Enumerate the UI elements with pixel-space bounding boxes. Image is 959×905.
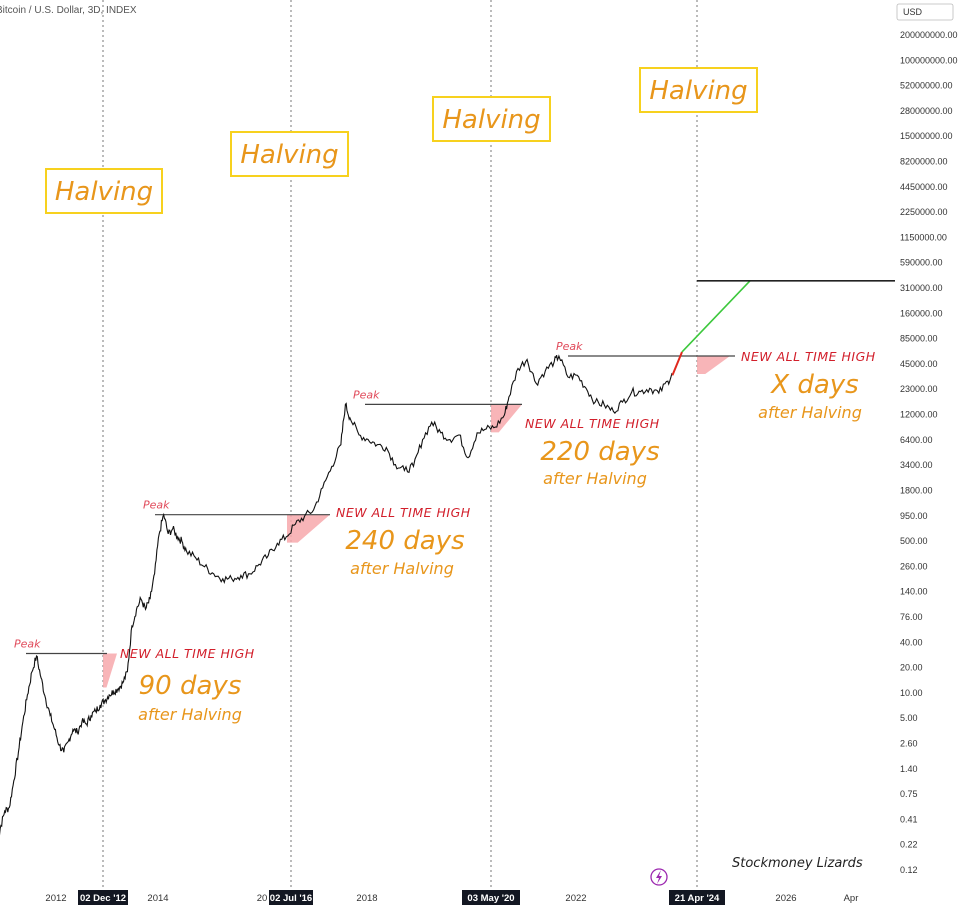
x-tick-label: 2014 bbox=[147, 893, 168, 904]
ath-shade bbox=[491, 404, 522, 433]
ath-shade bbox=[287, 514, 330, 543]
x-tick-label: 2022 bbox=[565, 893, 586, 904]
projection-green-line bbox=[681, 280, 751, 353]
y-tick-label: 200000000.00 bbox=[900, 30, 958, 40]
y-tick-label: 10.00 bbox=[900, 688, 923, 698]
y-tick-label: 1150000.00 bbox=[900, 232, 947, 242]
x-highlight-label: 02 Dec '12 bbox=[80, 893, 126, 904]
y-tick-label: 3400.00 bbox=[900, 460, 933, 470]
x-highlight-box bbox=[669, 890, 725, 905]
y-tick-label: 2250000.00 bbox=[900, 207, 948, 217]
projection-red-line bbox=[671, 351, 683, 376]
y-tick-label: 20.00 bbox=[900, 663, 923, 673]
halving-label: Halving bbox=[55, 177, 153, 207]
halving-label: Halving bbox=[240, 140, 338, 170]
y-tick-label: 85000.00 bbox=[900, 334, 938, 344]
x-highlight-box bbox=[269, 890, 313, 905]
halving-box bbox=[45, 168, 163, 214]
y-tick-label: 52000000.00 bbox=[900, 81, 953, 91]
y-tick-label: 1800.00 bbox=[900, 485, 933, 495]
y-tick-label: 0.12 bbox=[900, 865, 918, 875]
ath-label: NEW ALL TIME HIGH bbox=[525, 416, 660, 431]
btc-price-line bbox=[0, 354, 673, 836]
y-tick-label: 45000.00 bbox=[900, 359, 938, 369]
ath-shade bbox=[697, 355, 730, 374]
x-tick-label: 2012 bbox=[45, 893, 66, 904]
peak-lines bbox=[26, 355, 735, 655]
peak-label: Peak bbox=[353, 388, 380, 401]
after-halving-label: after Halving bbox=[758, 403, 862, 422]
y-tick-label: 23000.00 bbox=[900, 384, 938, 394]
y-tick-label: 8200000.00 bbox=[900, 157, 948, 167]
y-tick-label: 0.22 bbox=[900, 840, 918, 850]
days-label: X days bbox=[769, 370, 858, 400]
y-tick-labels: 200000000.00 100000000.00 52000000.00 28000… bbox=[900, 30, 958, 875]
y-tick-label: 6400.00 bbox=[900, 435, 933, 445]
y-tick-label: 4450000.00 bbox=[900, 182, 948, 192]
y-tick-label: 0.41 bbox=[900, 814, 918, 824]
halving-label: Halving bbox=[649, 76, 747, 106]
halving-box bbox=[230, 131, 349, 177]
halving-box bbox=[432, 96, 551, 142]
currency-box[interactable] bbox=[896, 3, 954, 21]
ath-label: NEW ALL TIME HIGH bbox=[336, 505, 471, 520]
y-tick-label: 76.00 bbox=[900, 612, 923, 622]
days-label: 220 days bbox=[540, 437, 659, 467]
x-highlight-label: 21 Apr '24 bbox=[675, 893, 720, 904]
y-axis: USD bbox=[896, 3, 954, 21]
y-tick-label: 310000.00 bbox=[900, 283, 943, 293]
x-tick-label: Apr bbox=[844, 893, 859, 904]
after-halving-label: after Halving bbox=[350, 559, 454, 578]
y-tick-label: 5.00 bbox=[900, 713, 918, 723]
y-tick-label: 2.60 bbox=[900, 738, 918, 748]
peak-label: Peak bbox=[556, 340, 583, 353]
after-halving-label: after Halving bbox=[138, 705, 242, 724]
x-highlight-label: 02 Jul '16 bbox=[270, 893, 312, 904]
y-tick-label: 260.00 bbox=[900, 561, 928, 571]
x-highlight-box bbox=[78, 890, 128, 905]
y-tick-label: 1.40 bbox=[900, 764, 918, 774]
y-tick-label: 160000.00 bbox=[900, 308, 943, 318]
ath-label: NEW ALL TIME HIGH bbox=[741, 349, 876, 364]
x-highlight-label: 03 May '20 bbox=[467, 893, 514, 904]
projection bbox=[671, 280, 895, 376]
y-tick-label: 12000.00 bbox=[900, 410, 938, 420]
x-tick-label: 2018 bbox=[356, 893, 377, 904]
chart-title: Bitcoin / U.S. Dollar, 3D, INDEX bbox=[0, 5, 137, 16]
after-halving-label: after Halving bbox=[543, 469, 647, 488]
y-tick-label: 140.00 bbox=[900, 587, 928, 597]
peak-label: Peak bbox=[143, 499, 170, 512]
ath-shade bbox=[103, 653, 117, 688]
currency-label: USD bbox=[903, 7, 923, 17]
x-tick-label: 2026 bbox=[775, 893, 796, 904]
halving-label: Halving bbox=[442, 105, 540, 135]
y-tick-label: 500.00 bbox=[900, 536, 928, 546]
ath-label: NEW ALL TIME HIGH bbox=[120, 646, 255, 661]
y-tick-label: 0.75 bbox=[900, 789, 918, 799]
x-tick-label: 20 bbox=[257, 893, 268, 904]
x-highlight-box bbox=[462, 890, 520, 905]
x-axis: 2012 2014 20 2018 2022 2026 Apr 02 Dec '12 02 Ju… bbox=[45, 890, 858, 905]
lightning-icon[interactable] bbox=[650, 868, 668, 886]
peak-label: Peak bbox=[14, 637, 41, 650]
y-tick-label: 15000000.00 bbox=[900, 131, 953, 141]
y-tick-label: 40.00 bbox=[900, 637, 923, 647]
halving-box bbox=[639, 67, 758, 113]
y-tick-label: 28000000.00 bbox=[900, 106, 953, 116]
y-tick-label: 950.00 bbox=[900, 511, 928, 521]
ath-shades bbox=[103, 355, 730, 688]
annotations: Peak Peak Peak Peak Halving Halving Halving Hal… bbox=[14, 67, 876, 724]
price-series bbox=[0, 354, 673, 836]
credit-text: Stockmoney Lizards bbox=[732, 856, 863, 871]
days-label: 90 days bbox=[139, 671, 242, 701]
y-tick-label: 590000.00 bbox=[900, 258, 943, 268]
y-tick-label: 100000000.00 bbox=[900, 55, 958, 65]
days-label: 240 days bbox=[345, 526, 464, 556]
